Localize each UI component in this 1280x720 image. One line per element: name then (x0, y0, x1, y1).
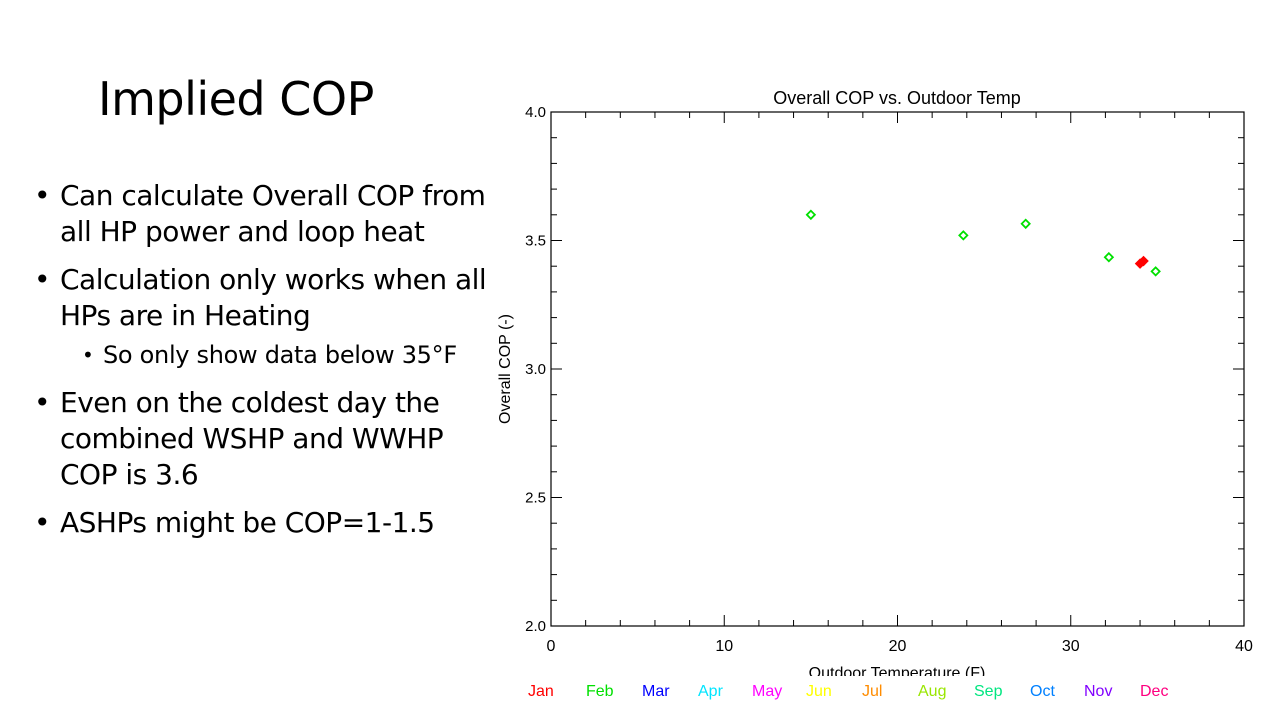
data-points (805, 209, 1161, 277)
y-tick-label: 3.5 (525, 233, 546, 250)
legend-item-dec: Dec (1140, 683, 1169, 700)
bullet-item: • Calculation only works when all HPs ar… (32, 262, 492, 334)
chart-title: Overall COP vs. Outdoor Temp (773, 88, 1020, 108)
y-tick-label: 2.5 (525, 490, 546, 507)
legend-item-feb: Feb (586, 683, 614, 700)
data-point (958, 230, 969, 241)
x-tick-label: 20 (889, 638, 907, 655)
legend-item-mar: Mar (642, 683, 670, 700)
scatter-chart: Overall COP vs. Outdoor Temp 0 10 20 30 40 2… (497, 88, 1253, 676)
y-tick-label: 3.0 (525, 361, 546, 378)
bullet-text: Can calculate Overall COP from all HP po… (60, 179, 486, 248)
x-axis-label: Outdoor Temperature (F) (809, 665, 986, 676)
legend-item-jan: Jan (528, 683, 554, 700)
bullet-dot-icon: • (34, 179, 51, 212)
data-point (805, 209, 817, 221)
bullet-text: Calculation only works when all HPs are … (60, 263, 487, 332)
legend-item-apr: Apr (698, 683, 723, 700)
data-point (1138, 255, 1149, 267)
x-tick-label: 40 (1235, 638, 1253, 655)
x-tick-label: 0 (547, 638, 556, 655)
slide-title: Implied COP (98, 72, 374, 126)
y-tick-labels: 2.0 2.5 3.0 3.5 4.0 (525, 104, 546, 635)
y-tick-label: 4.0 (525, 104, 546, 121)
legend-item-nov: Nov (1084, 683, 1113, 700)
plot-frame (550, 111, 1245, 627)
legend-item-oct: Oct (1030, 683, 1055, 700)
bullet-list: • Can calculate Overall COP from all HP … (32, 178, 492, 553)
bullet-item: • ASHPs might be COP=1-1.5 (32, 505, 492, 541)
bullet-dot-icon: • (82, 343, 94, 367)
legend-item-may: May (752, 683, 783, 700)
bullet-item: • Even on the coldest day the combined W… (32, 385, 492, 493)
legend-item-sep: Sep (974, 683, 1003, 700)
bullet-dot-icon: • (34, 386, 51, 419)
bullet-dot-icon: • (34, 506, 51, 539)
data-point (1020, 218, 1031, 230)
x-tick-label: 30 (1062, 638, 1080, 655)
x-tick-label: 10 (715, 638, 733, 655)
sub-bullet-item: • So only show data below 35°F (80, 340, 492, 371)
axis-ticks (550, 111, 1245, 627)
y-tick-label: 2.0 (525, 618, 546, 635)
legend-item-jul: Jul (862, 683, 883, 700)
x-tick-labels: 0 10 20 30 40 (547, 638, 1253, 655)
data-point (1150, 266, 1161, 277)
legend-item-aug: Aug (918, 683, 947, 700)
sub-bullet-text: So only show data below 35°F (103, 341, 457, 369)
legend-item-jun: Jun (806, 683, 832, 700)
data-point (1103, 251, 1115, 263)
bullet-item: • Can calculate Overall COP from all HP … (32, 178, 492, 250)
bullet-dot-icon: • (34, 263, 51, 296)
y-axis-label: Overall COP (-) (497, 314, 514, 424)
bullet-text: ASHPs might be COP=1-1.5 (60, 506, 435, 539)
bullet-text: Even on the coldest day the combined WSH… (60, 386, 444, 491)
month-legend: Jan Feb Mar Apr May Jun Jul Aug Sep Oct Nov Dec (528, 683, 1188, 703)
